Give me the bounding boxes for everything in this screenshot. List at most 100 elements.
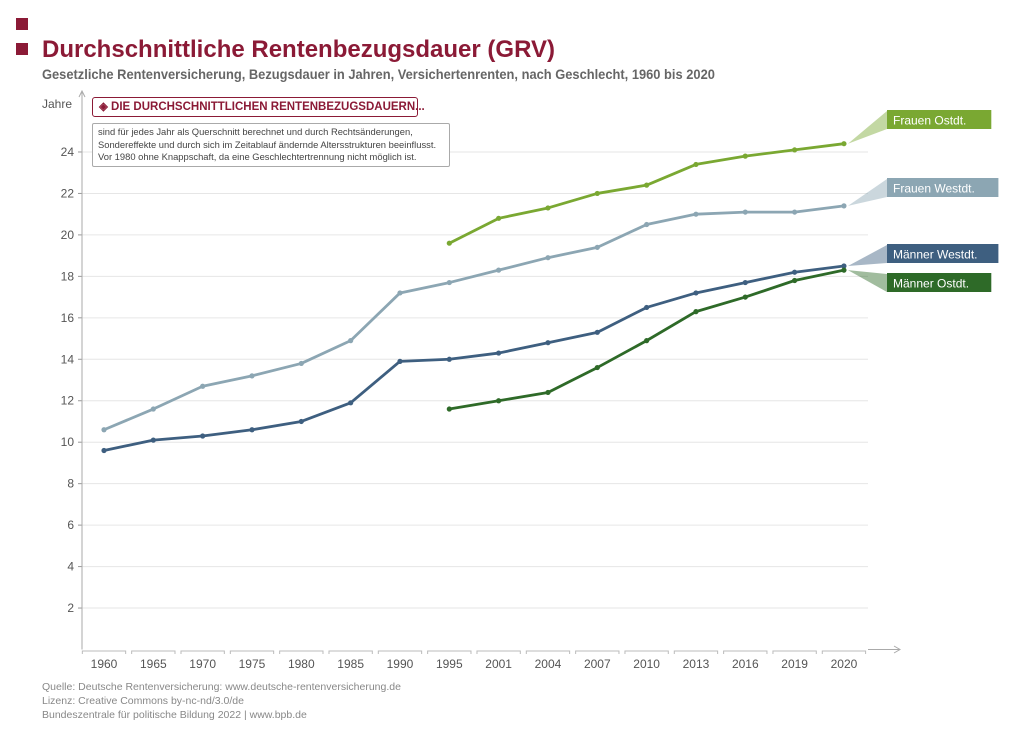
data-point — [792, 209, 798, 215]
data-point — [594, 190, 600, 197]
data-point — [644, 182, 650, 188]
data-point — [841, 141, 847, 147]
data-point — [742, 279, 748, 286]
footer: Quelle: Deutsche Rentenversicherung: www… — [42, 680, 401, 722]
x-axis-segment — [279, 650, 324, 654]
data-point — [298, 418, 304, 425]
x-axis-segment — [476, 650, 521, 654]
info-box-heading[interactable]: ◈ DIE DURCHSCHNITTLICHEN RENTENBEZUGSDAU… — [92, 97, 425, 117]
data-point — [101, 447, 107, 454]
x-axis-segment — [575, 650, 620, 654]
data-point — [200, 433, 206, 439]
x-axis-segment — [180, 650, 225, 654]
data-point — [150, 406, 156, 412]
data-point — [792, 147, 798, 153]
series-label: Männer Ostdt. — [893, 277, 969, 291]
x-axis-segment — [229, 650, 275, 654]
series-label: Frauen Westdt. — [893, 182, 975, 196]
data-point — [545, 340, 551, 346]
x-axis-segment — [81, 650, 127, 654]
data-point — [841, 263, 847, 269]
x-tick-label: 1985 — [337, 657, 364, 671]
x-tick-label: 2016 — [732, 657, 759, 671]
series-3: Männer Ostdt. — [446, 267, 992, 412]
x-axis-segment — [624, 650, 669, 654]
x-axis-segment — [525, 650, 571, 654]
y-tick-label: 18 — [61, 269, 75, 283]
data-point — [841, 267, 847, 273]
data-point — [397, 290, 403, 296]
data-point — [594, 244, 600, 250]
x-tick-label: 2019 — [781, 657, 808, 671]
publisher-text: Bundeszentrale für politische Bildung 20… — [42, 709, 307, 721]
y-axis-label: Jahre — [42, 97, 72, 111]
data-point — [693, 309, 699, 315]
data-point — [150, 437, 156, 443]
data-point — [446, 406, 452, 412]
x-axis-segment — [377, 650, 423, 654]
data-point — [742, 294, 748, 300]
data-point — [249, 373, 255, 379]
series-label-box — [887, 244, 999, 263]
x-tick-label: 2010 — [633, 657, 660, 671]
series-label: Frauen Ostdt. — [893, 114, 966, 128]
y-tick-label: 8 — [67, 477, 74, 491]
data-point — [446, 279, 452, 286]
series-0: Frauen Ostdt. — [446, 110, 992, 246]
x-tick-label: 2001 — [485, 657, 512, 671]
info-line: Vor 1980 ohne Knappschaft, da eine Gesch… — [98, 151, 417, 162]
data-point — [496, 215, 502, 221]
data-point — [200, 383, 206, 389]
source-text: Quelle: Deutsche Rentenversicherung: www… — [42, 681, 401, 693]
series-1: Frauen Westdt. — [101, 178, 999, 433]
data-point — [742, 153, 748, 159]
data-point — [545, 255, 551, 261]
data-point — [348, 338, 354, 344]
data-point — [496, 398, 502, 404]
data-point — [644, 338, 650, 344]
x-axis-segment — [673, 650, 719, 654]
data-point — [594, 364, 600, 371]
y-axis-arrow-icon — [78, 89, 86, 98]
x-tick-label: 1990 — [387, 657, 414, 671]
info-line: Sondereffekte und durch sich im Zeitabla… — [98, 138, 437, 150]
y-tick-label: 2 — [67, 601, 74, 615]
x-tick-label: 1960 — [91, 657, 118, 671]
data-point — [841, 203, 847, 209]
series-label: Männer Westdt. — [893, 248, 977, 262]
x-tick-label: 2004 — [535, 657, 562, 671]
data-point — [792, 269, 798, 275]
data-point — [792, 277, 798, 284]
series-2: Männer Westdt. — [101, 244, 999, 454]
series-line — [103, 264, 845, 452]
x-axis-segment — [821, 650, 867, 654]
y-tick-label: 22 — [61, 186, 75, 200]
data-point — [446, 240, 452, 246]
x-axis-segment — [131, 650, 176, 654]
x-tick-label: 1995 — [436, 657, 463, 671]
page-subtitle: Gesetzliche Rentenversicherung, Bezugsda… — [42, 66, 715, 82]
data-point — [644, 304, 650, 311]
data-point — [298, 360, 304, 367]
series-label-box — [887, 110, 992, 129]
x-axis-segment — [723, 650, 768, 654]
brand-square — [16, 43, 28, 55]
data-point — [693, 211, 699, 217]
data-point — [594, 329, 600, 335]
x-tick-label: 1965 — [140, 657, 167, 671]
data-point — [545, 389, 551, 396]
label-pointer — [847, 245, 887, 266]
x-tick-label: 2020 — [831, 657, 858, 671]
data-point — [348, 400, 354, 406]
brand-square-top — [16, 18, 28, 30]
x-axis-segment — [328, 650, 373, 654]
y-tick-label: 20 — [61, 228, 75, 242]
x-tick-label: 1980 — [288, 657, 315, 671]
x-tick-label: 1970 — [189, 657, 216, 671]
page-title: Durchschnittliche Rentenbezugsdauer (GRV… — [42, 36, 555, 63]
y-tick-label: 12 — [61, 394, 75, 408]
x-tick-label: 2007 — [584, 657, 611, 671]
data-point — [742, 209, 748, 215]
layers-icon: ◈ — [99, 101, 112, 113]
data-point — [446, 356, 452, 362]
